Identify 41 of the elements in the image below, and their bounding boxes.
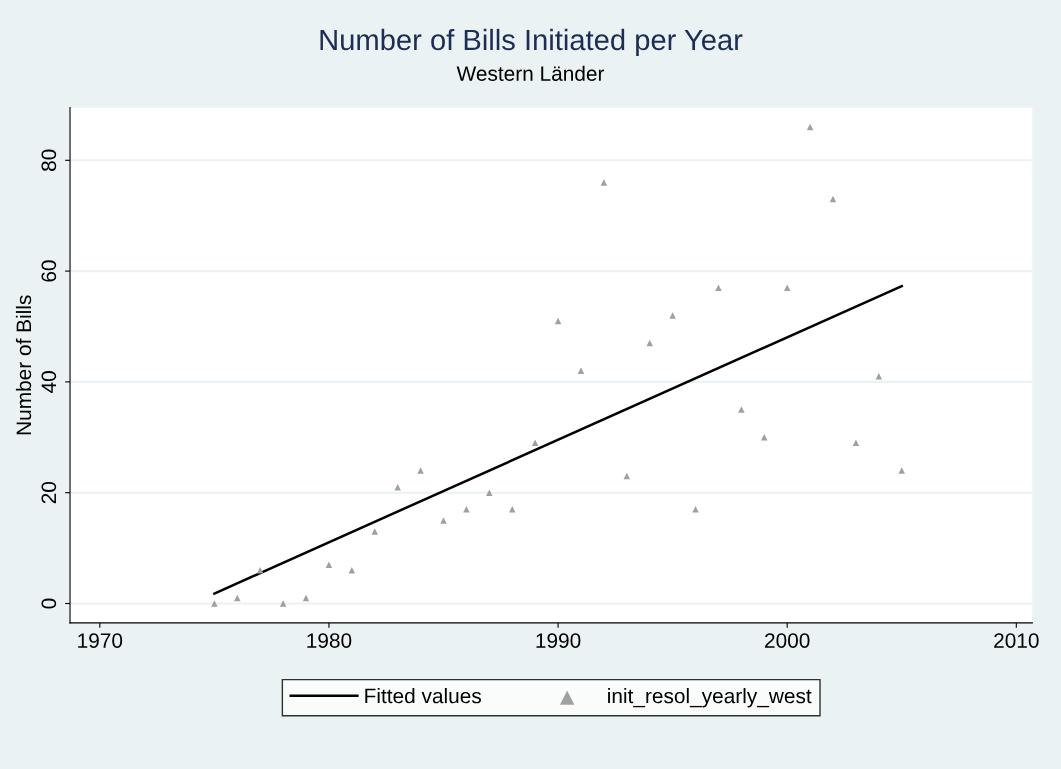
point [508,506,516,513]
point [852,439,860,447]
y-tick-label: 20 [41,481,57,504]
point [211,600,218,607]
point [463,506,470,513]
legend-label: init_resol_yearly_west [608,688,812,708]
chart-title: Number of Bills Initiated per Year [320,28,743,57]
y-tick-label: 80 [41,149,57,171]
point [669,312,676,319]
point [417,467,424,474]
point [600,179,608,186]
point [371,528,379,535]
x-tick-label: 1980 [307,633,352,648]
point [348,567,356,574]
point [646,339,653,347]
point [325,561,333,568]
x-tick-label: 1990 [536,633,581,648]
y-tick-label: 60 [41,260,57,282]
point [234,594,241,602]
point [761,434,768,441]
x-tick-label: 2000 [765,633,810,648]
point [256,567,264,574]
point [898,467,906,474]
point [577,367,585,375]
point [875,373,883,380]
point [531,439,539,447]
point [692,506,699,513]
x-tick-label: 1970 [78,633,123,648]
point [279,600,287,607]
y-tick-label: 0 [41,598,57,609]
y-tick-label: 40 [41,371,57,393]
legend-label: Fitted values [365,688,481,704]
point [623,472,631,480]
point [440,517,447,524]
point [738,406,745,413]
x-tick-label: 2010 [994,633,1039,648]
point [715,284,722,291]
chart-subtitle: Western Länder [456,65,605,81]
point [486,489,493,496]
point [783,284,791,291]
y-axis-title: Number of Bills [15,295,32,435]
